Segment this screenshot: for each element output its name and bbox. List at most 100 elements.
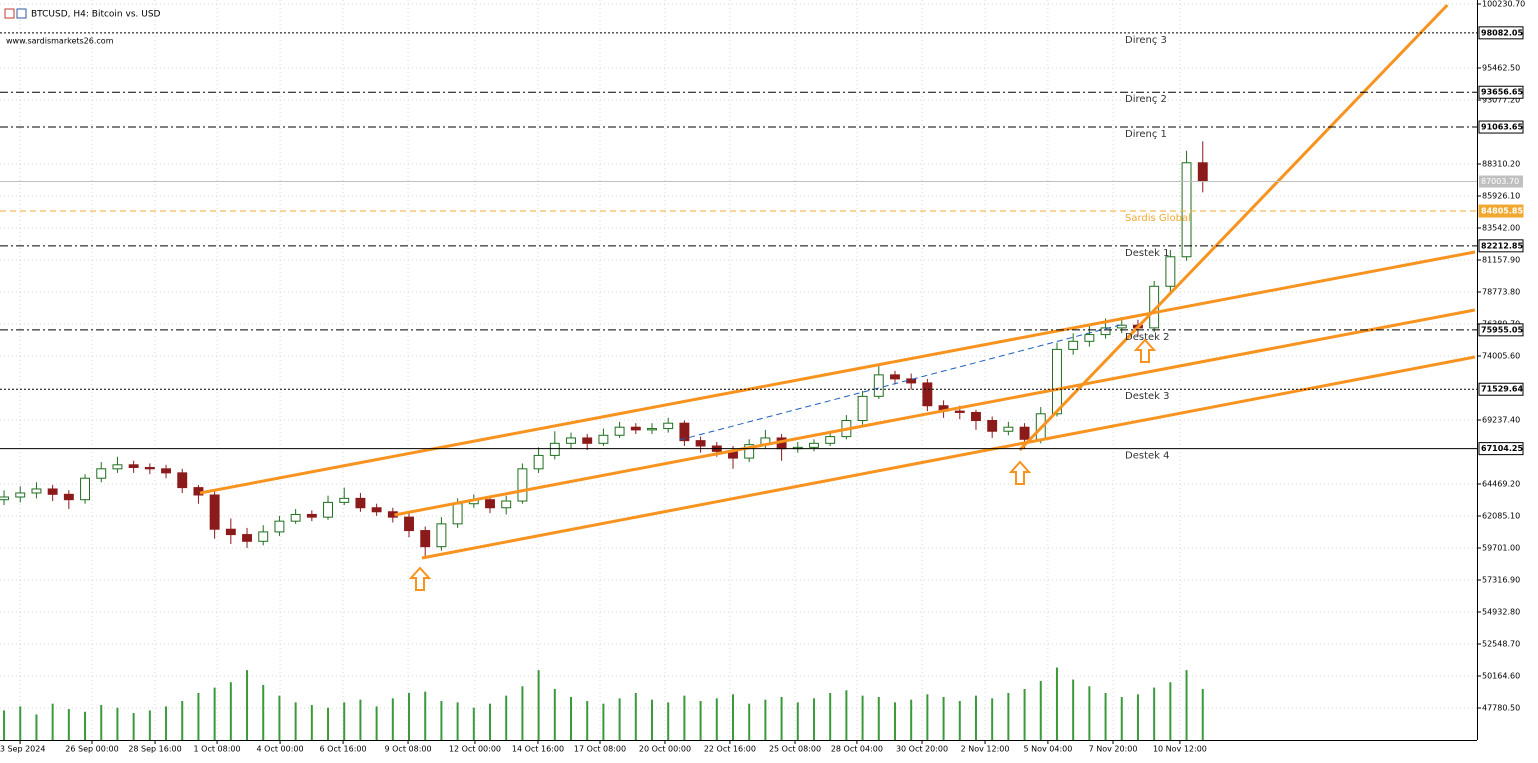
candle-body — [906, 378, 917, 384]
candle-body — [452, 503, 463, 525]
y-tick-label: 93077.20 — [1482, 96, 1520, 105]
candle-body — [242, 534, 252, 542]
x-tick-label: 4 Oct 00:00 — [257, 745, 304, 754]
grid — [0, 0, 1477, 740]
y-tick-label: 62085.10 — [1482, 511, 1520, 520]
candle-body — [290, 513, 301, 522]
y-tick-label: 47780.50 — [1482, 703, 1520, 712]
x-tick-label: 2 Nov 12:00 — [961, 745, 1010, 754]
header-icons — [4, 8, 27, 19]
y-tick-label: 74005.60 — [1482, 351, 1520, 360]
candle-body — [533, 454, 544, 470]
level-value-box — [1478, 382, 1524, 396]
current-price-box — [1479, 175, 1523, 188]
y-tick-label: 88310.20 — [1482, 160, 1520, 169]
candle-body — [371, 507, 382, 513]
level-label: Destek 4 — [1125, 451, 1169, 462]
icon — [4, 8, 15, 19]
y-tick-label: 50164.60 — [1482, 671, 1520, 680]
trendline — [199, 250, 1476, 495]
candle-body — [614, 426, 625, 436]
x-tick-label: 12 Oct 00:00 — [449, 745, 501, 754]
x-tick-label: 30 Oct 20:00 — [896, 745, 948, 754]
y-tick-label: 85926.10 — [1482, 192, 1520, 201]
candle-body — [80, 477, 90, 501]
candle-body — [1100, 327, 1111, 336]
y-tick-label: 95462.50 — [1482, 64, 1520, 73]
candle-body — [647, 428, 657, 431]
candle-body — [501, 500, 512, 509]
x-tick-label: 28 Sep 16:00 — [128, 745, 181, 754]
candle-body — [809, 442, 819, 448]
y-tick-label: 59701.00 — [1482, 543, 1520, 552]
x-tick-label: 9 Oct 08:00 — [385, 745, 432, 754]
candle-body — [323, 501, 333, 518]
candle-body — [355, 497, 366, 509]
icon — [16, 8, 27, 19]
candle-body — [0, 496, 10, 501]
level-value-label: 75955.05 — [1481, 325, 1523, 334]
candle-body — [1068, 340, 1079, 350]
trendline — [421, 355, 1476, 560]
candle-body — [1197, 162, 1208, 183]
x-tick-label: 6 Oct 16:00 — [320, 745, 367, 754]
candle-body — [598, 434, 609, 444]
x-tick-label: 28 Oct 04:00 — [831, 745, 883, 754]
axis-layer: 100230.70 95462.50 93077.20 88310.20 85926.1… — [0, 0, 1525, 754]
level-label: Direnç 1 — [1125, 129, 1167, 140]
candle-body — [112, 464, 123, 470]
subtitle: www.sardismarkets26.com — [6, 37, 114, 46]
level-value-label: 84805.85 — [1481, 207, 1523, 216]
level-value-label: 82212.85 — [1481, 241, 1523, 250]
candle-body — [485, 499, 495, 509]
current-price-label: 87003.70 — [1481, 177, 1519, 186]
candle-body — [128, 464, 139, 468]
candle-body — [306, 513, 317, 518]
level-value-label: 91063.65 — [1481, 123, 1523, 132]
candle-body — [663, 422, 674, 430]
y-tick-label: 57316.90 — [1482, 575, 1520, 584]
x-tick-label: 25 Oct 08:00 — [769, 745, 821, 754]
candle-body — [1165, 256, 1176, 287]
candle-body — [274, 520, 285, 533]
candle-body — [987, 420, 998, 432]
candle-body — [420, 530, 431, 548]
volume-layer — [3, 667, 1204, 740]
overlay-layer: Direnç 3 Direnç 2 Direnç 1 Sardis Global Des… — [0, 3, 1477, 560]
candle-body — [144, 466, 155, 470]
candle-body — [1003, 426, 1014, 432]
candle-body — [566, 437, 576, 444]
x-tick-label: 14 Oct 16:00 — [512, 745, 564, 754]
trendline — [679, 324, 1121, 441]
candle-body — [1019, 426, 1030, 440]
candle-body — [857, 395, 868, 422]
level-value-box — [1478, 85, 1524, 99]
level-label: Destek 3 — [1125, 391, 1169, 402]
candle-body — [47, 488, 58, 495]
candle-body — [954, 410, 965, 413]
level-label: Sardis Global — [1125, 213, 1191, 224]
level-label: Destek 1 — [1125, 248, 1169, 259]
candle-body — [225, 528, 236, 536]
level-value-box — [1478, 239, 1524, 253]
x-tick-label: 20 Oct 00:00 — [639, 745, 691, 754]
y-tick-label: 54932.80 — [1482, 607, 1520, 616]
level-value-box — [1478, 442, 1524, 456]
candle-body — [971, 411, 981, 422]
x-tick-label: 26 Sep 00:00 — [65, 745, 118, 754]
x-tick-label: 7 Nov 20:00 — [1089, 745, 1138, 754]
candle-body — [922, 382, 933, 407]
candle-body — [404, 516, 414, 532]
y-tick-label: 52548.70 — [1482, 639, 1520, 648]
candle-body — [679, 422, 690, 442]
candle-body — [436, 523, 447, 548]
candle-body — [1052, 348, 1062, 415]
level-label: Destek 2 — [1125, 332, 1169, 343]
y-tick-label: 100230.70 — [1482, 0, 1525, 9]
candle-body — [873, 374, 884, 397]
y-tick-label: 78773.80 — [1482, 288, 1520, 297]
candle-body — [582, 437, 593, 444]
candle-layer — [0, 141, 1208, 558]
